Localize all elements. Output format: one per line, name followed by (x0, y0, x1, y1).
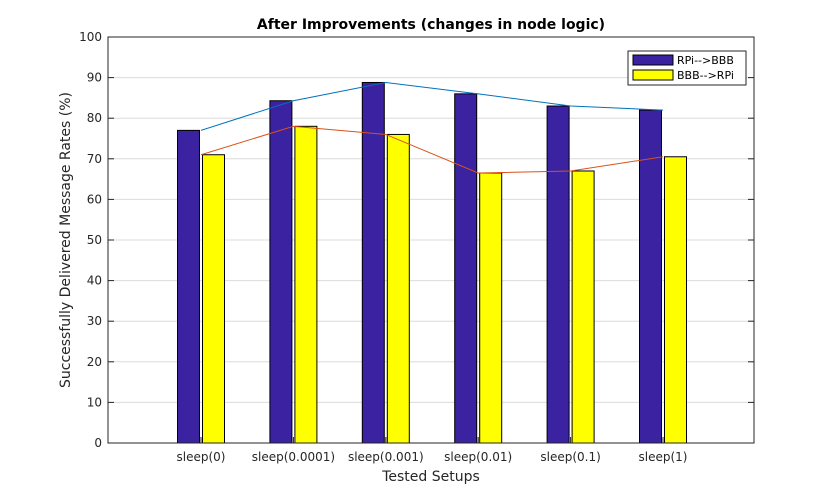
bar-rpi-to-bbb (177, 129, 200, 444)
bar-bbb-to-rpi (294, 125, 318, 444)
bar-bbb-to-rpi (571, 170, 595, 444)
legend: RPi-->BBB BBB-->RPi (627, 50, 747, 86)
legend-label-bbb-to-rpi: BBB-->RPi (677, 69, 734, 82)
y-tick-label: 70 (87, 152, 102, 166)
y-tick-label: 40 (87, 274, 102, 288)
bars (177, 81, 687, 444)
legend-label-rpi-to-bbb: RPi-->BBB (677, 54, 734, 67)
x-tick-label: sleep(0.001) (348, 450, 424, 464)
y-tick-label: 50 (87, 233, 102, 247)
bar-rpi-to-bbb (361, 81, 385, 444)
legend-swatch-rpi-to-bbb (632, 54, 674, 66)
y-tick-label: 30 (87, 314, 102, 328)
x-tick-labels: sleep(0) sleep(0.0001) sleep(0.001) sleep(0… (177, 450, 688, 464)
x-tick-label: sleep(0) (177, 450, 226, 464)
axis-ticks (108, 36, 754, 444)
y-axis-title: Successfully Delivered Message Rates (%) (58, 92, 74, 388)
x-tick-label: sleep(0.0001) (252, 450, 335, 464)
chart-title: After Improvements (changes in node logi… (257, 17, 605, 33)
bar-bbb-to-rpi (664, 156, 687, 444)
trend-line-rpi-to-bbb (200, 81, 664, 131)
x-axis-title: Tested Setups (381, 469, 480, 485)
bar-rpi-to-bbb (269, 100, 293, 444)
bar-rpi-to-bbb (454, 93, 478, 444)
legend-swatch-bbb-to-rpi (632, 69, 674, 81)
trend-lines (200, 81, 664, 174)
y-tick-label: 90 (87, 71, 102, 85)
y-tick-label: 80 (87, 111, 102, 125)
x-tick-label: sleep(0.01) (444, 450, 512, 464)
trend-line-bbb-to-rpi (200, 125, 664, 174)
y-tick-label: 10 (87, 395, 102, 409)
bar-bbb-to-rpi (386, 133, 410, 444)
x-tick-label: sleep(1) (639, 450, 688, 464)
y-tick-label: 0 (94, 436, 102, 450)
bar-bbb-to-rpi (479, 172, 503, 444)
y-tick-label: 60 (87, 192, 102, 206)
y-tick-label: 20 (87, 355, 102, 369)
bar-bbb-to-rpi (202, 154, 225, 444)
x-tick-label: sleep(0.1) (540, 450, 600, 464)
y-tick-label: 100 (79, 30, 102, 44)
bar-rpi-to-bbb (546, 105, 570, 444)
y-tick-labels: 0 10 20 30 40 50 60 70 80 90 100 (79, 30, 102, 450)
